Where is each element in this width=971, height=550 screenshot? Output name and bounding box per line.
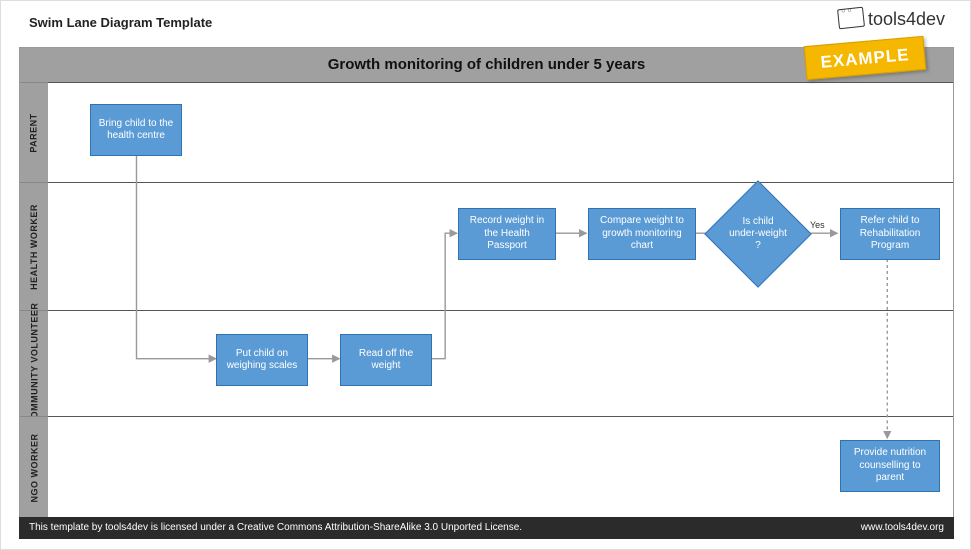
- lane-row: [48, 416, 953, 518]
- decision-underweight: Is child under-weight ?: [720, 196, 796, 272]
- footer-bar: This template by tools4dev is licensed u…: [19, 517, 954, 539]
- edge-label-yes: Yes: [810, 220, 825, 230]
- logo-text: tools4dev: [868, 9, 945, 29]
- node-nutrition-counselling: Provide nutrition counselling to parent: [840, 440, 940, 492]
- lane-header-community: COMMUNITY VOLUNTEER: [20, 310, 48, 416]
- lane-row: [48, 310, 953, 416]
- lane-header-ngo: NGO WORKER: [20, 416, 48, 518]
- node-put-on-scales: Put child on weighing scales: [216, 334, 308, 386]
- lane-header-health: HEALTH WORKER: [20, 182, 48, 310]
- node-compare-weight: Compare weight to growth monitoring char…: [588, 208, 696, 260]
- doc-title: Swim Lane Diagram Template: [29, 15, 212, 30]
- lane-header-parent: PARENT: [20, 82, 48, 182]
- footer-url: www.tools4dev.org: [861, 517, 944, 539]
- node-bring-child: Bring child to the health centre: [90, 104, 182, 156]
- node-refer-rehab: Refer child to Rehabilitation Program: [840, 208, 940, 260]
- logo: tools4dev: [838, 9, 945, 30]
- node-read-weight: Read off the weight: [340, 334, 432, 386]
- node-record-weight: Record weight in the Health Passport: [458, 208, 556, 260]
- swimlane-diagram: Growth monitoring of children under 5 ye…: [19, 47, 954, 517]
- footer-license: This template by tools4dev is licensed u…: [29, 517, 522, 539]
- lane-row: [48, 82, 953, 182]
- calculator-icon: [837, 7, 865, 30]
